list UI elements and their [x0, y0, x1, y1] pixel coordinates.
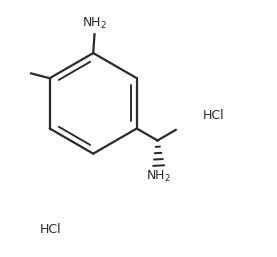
Text: NH$_2$: NH$_2$: [146, 169, 171, 185]
Text: NH$_2$: NH$_2$: [82, 16, 107, 31]
Text: HCl: HCl: [203, 109, 225, 122]
Text: HCl: HCl: [40, 223, 61, 236]
